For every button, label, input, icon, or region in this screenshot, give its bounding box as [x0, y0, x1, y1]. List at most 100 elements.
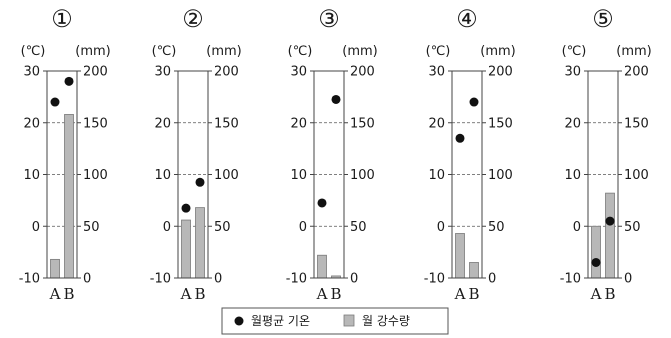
precip-tick-label: 0: [624, 272, 632, 287]
temp-tick-label: 20: [154, 116, 171, 131]
chart-panel-1: ① (℃) (mm) -10 0 10 20 30 0 50 100 150 200 A B: [19, 5, 111, 303]
category-label-a: A: [49, 285, 61, 303]
temp-tick-label: 0: [299, 220, 307, 235]
temp-unit-label: (℃): [426, 44, 451, 59]
temp-tick-label: -10: [150, 272, 171, 287]
chart-panel-3: ③ (℃) (mm) -10 0 10 20 30 0 50 100 150 200 A B: [286, 5, 378, 303]
panel-title: ①: [51, 5, 73, 33]
category-label-a: A: [316, 285, 328, 303]
precip-tick-label: 200: [83, 65, 108, 80]
precip-bar-a: [181, 219, 191, 279]
precip-tick-label: 150: [83, 116, 108, 131]
temp-tick-label: -10: [286, 272, 307, 287]
legend-box: [221, 307, 449, 335]
chart-panel-2: ② (℃) (mm) -10 0 10 20 30 0 50 100 150 200 A B: [150, 5, 242, 303]
precip-tick-label: 150: [624, 116, 649, 131]
legend-precip-swatch: [343, 314, 355, 327]
category-label-b: B: [330, 285, 341, 303]
temp-point-a: [181, 203, 191, 213]
temp-point-b: [195, 177, 205, 187]
precip-unit-label: (mm): [206, 44, 241, 59]
panel-title: ④: [456, 5, 478, 33]
precip-tick-label: 50: [488, 220, 505, 235]
legend-temp-dot: [234, 316, 244, 326]
precip-bar-b: [469, 262, 479, 279]
precip-tick-label: 100: [624, 168, 649, 183]
temp-point-b: [605, 216, 615, 226]
precip-tick-label: 200: [214, 65, 239, 80]
precip-tick-label: 0: [350, 272, 358, 287]
temp-point-b: [331, 94, 341, 104]
precip-tick-label: 50: [83, 220, 100, 235]
precip-unit-label: (mm): [616, 44, 651, 59]
temp-tick-label: 20: [428, 116, 445, 131]
temp-point-b: [64, 76, 74, 86]
precip-tick-label: 100: [214, 168, 239, 183]
temp-tick-label: 10: [154, 168, 171, 183]
precip-tick-label: 200: [350, 65, 375, 80]
temp-tick-label: 20: [290, 116, 307, 131]
legend-temp-label: 월평균 기온: [251, 314, 310, 328]
temp-tick-label: -10: [19, 272, 40, 287]
precip-bar-a: [50, 258, 60, 279]
precip-tick-label: 50: [350, 220, 367, 235]
temp-point-a: [50, 97, 60, 107]
legend: 월평균 기온 월 강수량: [221, 307, 449, 335]
temp-tick-label: 0: [437, 220, 445, 235]
temp-tick-label: 20: [564, 116, 581, 131]
category-label-a: A: [590, 285, 602, 303]
temp-tick-label: 30: [428, 65, 445, 80]
precip-bar-b: [195, 207, 205, 279]
precip-tick-label: 50: [624, 220, 641, 235]
category-label-b: B: [194, 285, 205, 303]
temp-tick-label: -10: [424, 272, 445, 287]
temp-tick-label: 30: [23, 65, 40, 80]
temp-tick-label: 10: [564, 168, 581, 183]
temp-point-a: [591, 257, 601, 267]
category-label-b: B: [604, 285, 615, 303]
temp-tick-label: 10: [23, 168, 40, 183]
temp-unit-label: (℃): [288, 44, 313, 59]
temp-tick-label: 0: [32, 220, 40, 235]
temp-tick-label: 10: [428, 168, 445, 183]
chart-panel-4: ④ (℃) (mm) -10 0 10 20 30 0 50 100 150 200 A B: [424, 5, 516, 303]
temp-tick-label: 20: [23, 116, 40, 131]
precip-tick-label: 0: [214, 272, 222, 287]
precip-tick-label: 200: [488, 65, 513, 80]
precip-tick-label: 150: [214, 116, 239, 131]
category-label-b: B: [63, 285, 74, 303]
precip-unit-label: (mm): [75, 44, 110, 59]
precip-bar-a: [591, 225, 601, 279]
temp-point-a: [317, 198, 327, 208]
temp-tick-label: -10: [560, 272, 581, 287]
temp-tick-label: 0: [163, 220, 171, 235]
precip-bar-b: [64, 114, 74, 279]
panel-title: ⑤: [592, 5, 614, 33]
chart-panel-5: ⑤ (℃) (mm) -10 0 10 20 30 0 50 100 150 200 A B: [560, 5, 652, 303]
temp-tick-label: 30: [564, 65, 581, 80]
temp-unit-label: (℃): [21, 44, 46, 59]
precip-unit-label: (mm): [480, 44, 515, 59]
temp-point-b: [469, 97, 479, 107]
precip-unit-label: (mm): [342, 44, 377, 59]
precip-tick-label: 50: [214, 220, 231, 235]
panel-title: ②: [182, 5, 204, 33]
precip-bar-a: [317, 254, 327, 279]
precip-tick-label: 150: [350, 116, 375, 131]
panel-title: ③: [318, 5, 340, 33]
precip-bar-b: [605, 192, 615, 279]
category-label-a: A: [180, 285, 192, 303]
category-label-a: A: [454, 285, 466, 303]
precip-tick-label: 100: [83, 168, 108, 183]
precip-tick-label: 0: [83, 272, 91, 287]
legend-precip-label: 월 강수량: [362, 314, 410, 328]
category-label-b: B: [468, 285, 479, 303]
temp-tick-label: 30: [154, 65, 171, 80]
precip-tick-label: 150: [488, 116, 513, 131]
temp-point-a: [455, 133, 465, 143]
temp-tick-label: 0: [573, 220, 581, 235]
temp-tick-label: 10: [290, 168, 307, 183]
precip-tick-label: 0: [488, 272, 496, 287]
